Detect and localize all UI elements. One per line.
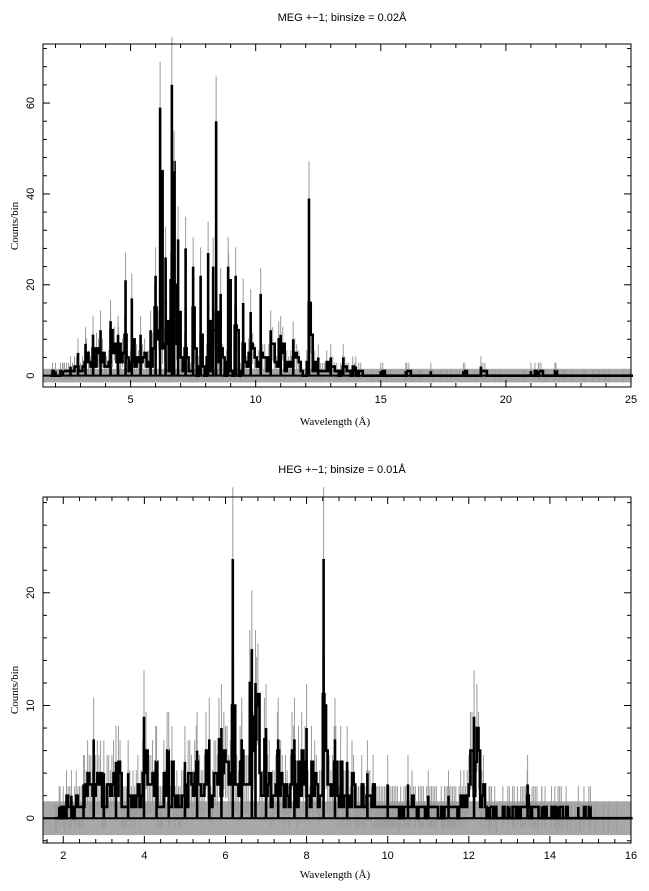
heg-x-tick-label: 12 [463,850,475,862]
heg-x-tick-label: 6 [222,850,228,862]
meg-y-tick-label: 60 [25,97,37,109]
meg-x-ticks: 5 10 15 20 25 [55,44,637,406]
meg-y-ticks: 0 20 40 60 [25,48,631,379]
meg-error-bars [50,121,624,382]
meg-x-axis-label: Wavelength (Å) [300,416,371,428]
meg-panel: MEG +−1; binsize = 0.02Å 5 10 15 20 25 0 20 40… [9,11,637,428]
heg-y-axis-label: Counts/bin [9,665,21,714]
heg-x-ticks: 2 4 6 8 10 12 14 16 [46,497,637,862]
meg-y-tick-label: 20 [25,279,37,291]
heg-panel: HEG +−1; binsize = 0.01Å 2 4 6 8 10 12 14 16 0 1… [9,463,637,881]
meg-x-tick-label: 10 [250,394,262,406]
heg-x-tick-label: 16 [625,850,637,862]
meg-x-tick-label: 5 [128,394,134,406]
heg-plot-area [43,487,633,836]
meg-y-tick-label: 0 [25,373,37,379]
meg-plot-area [43,37,634,383]
heg-y-tick-label: 20 [25,587,37,599]
meg-title: MEG +−1; binsize = 0.02Å [278,11,407,24]
heg-x-tick-label: 14 [544,850,556,862]
meg-x-tick-label: 25 [625,394,637,406]
heg-spectrum-series [55,681,633,820]
heg-x-tick-label: 8 [304,850,310,862]
meg-spectrum-series [50,160,634,377]
heg-y-ticks: 0 10 20 [25,502,631,842]
heg-x-tick-label: 2 [60,850,66,862]
meg-y-tick-label: 40 [25,188,37,200]
heg-x-axis-label: Wavelength (Å) [300,869,371,881]
heg-x-tick-label: 4 [141,850,147,862]
heg-y-tick-label: 10 [25,699,37,711]
meg-x-tick-label: 20 [500,394,512,406]
meg-plot-frame [42,43,632,388]
meg-x-tick-label: 15 [375,394,387,406]
meg-y-axis-label: Counts/bin [9,201,21,250]
heg-y-tick-label: 0 [25,815,37,821]
heg-title: HEG +−1; binsize = 0.01Å [278,463,406,476]
heg-plot-frame [42,496,632,844]
heg-x-tick-label: 10 [382,850,394,862]
